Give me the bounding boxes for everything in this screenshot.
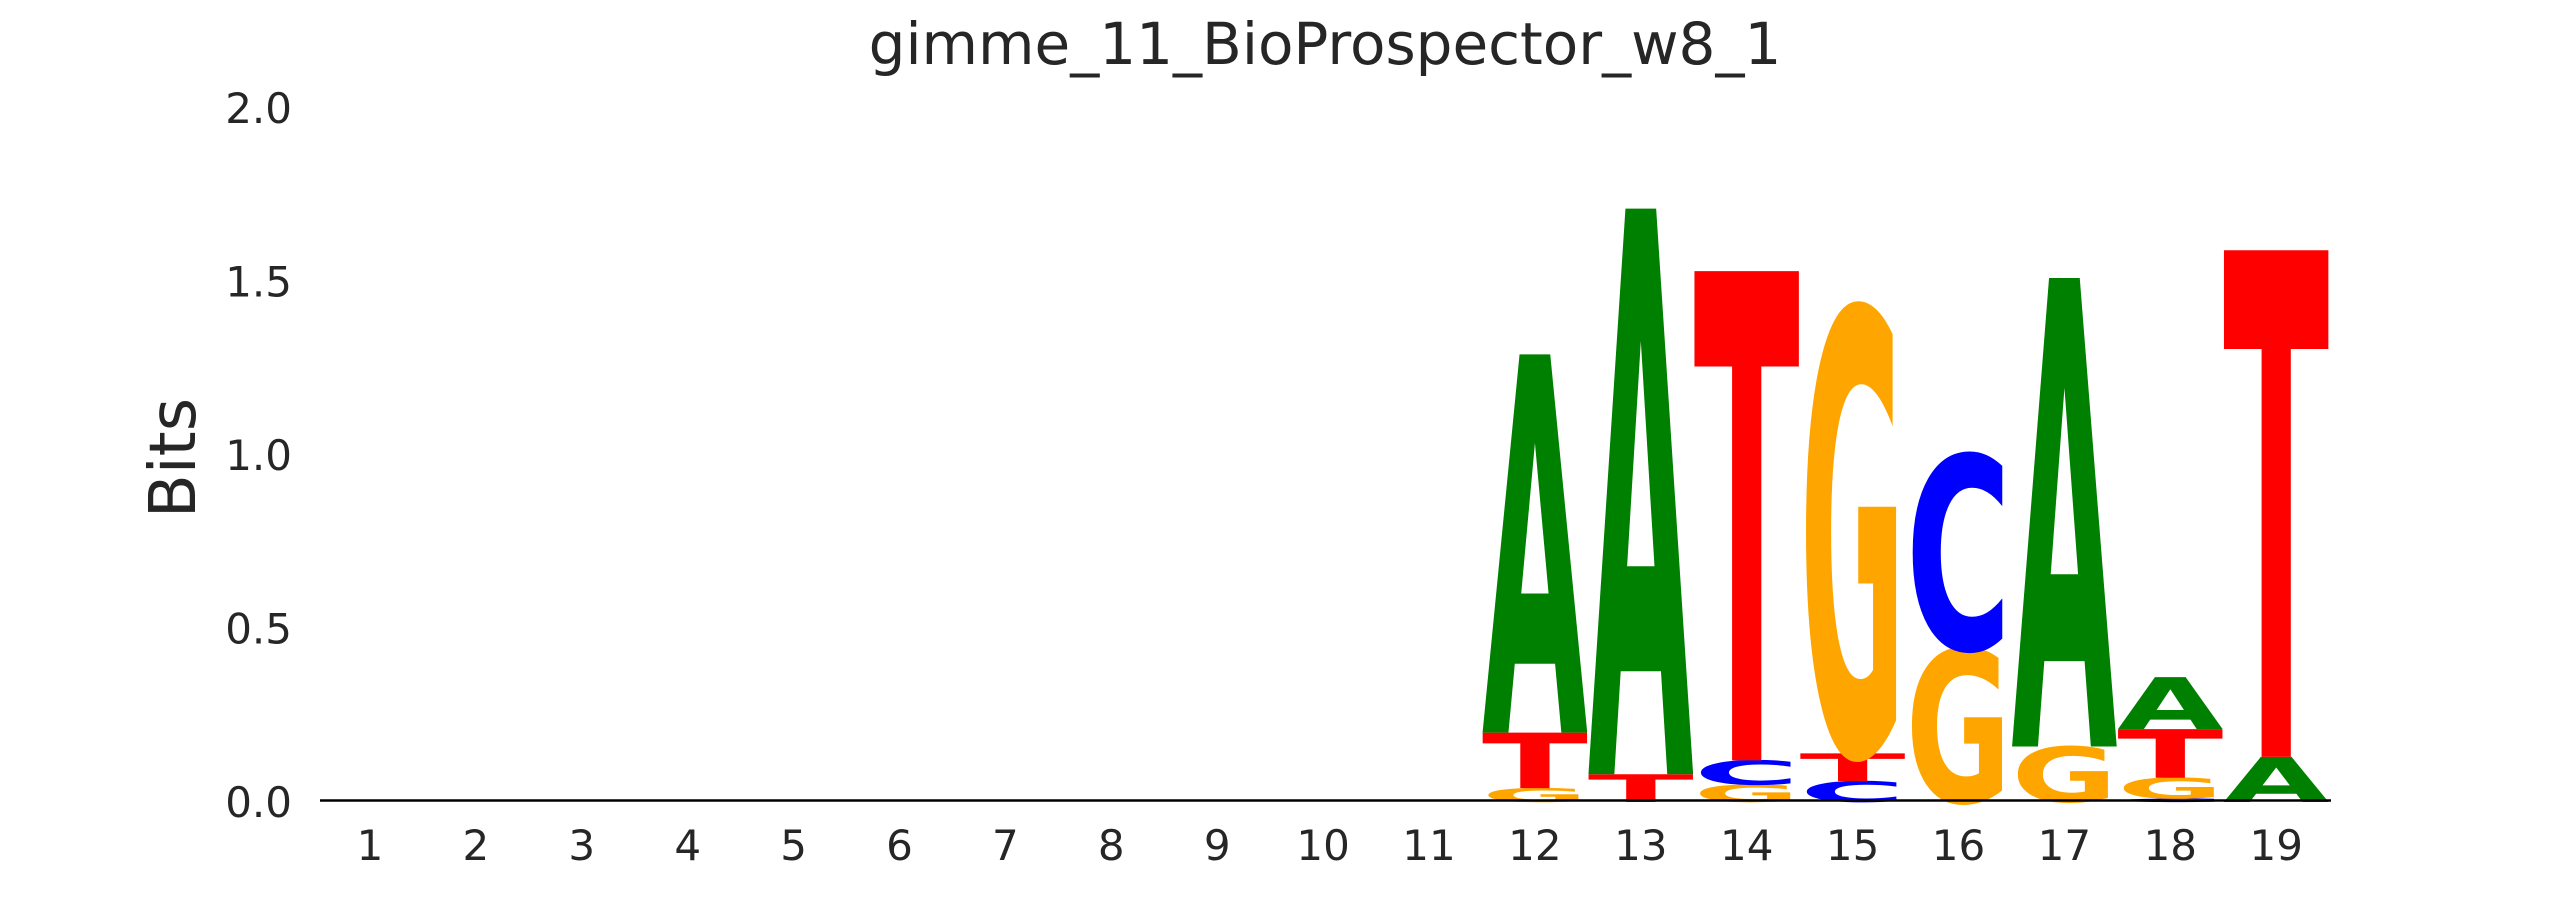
chart-title: gimme_11_BioProspector_w8_1 (869, 10, 1782, 78)
logo-letter-T-pos12: T (1482, 717, 1589, 806)
y-tick-label-1.0: 1.0 (225, 431, 292, 480)
logo-letter-C-pos14: C (1694, 754, 1800, 793)
logo-letter-T-pos15: T (1800, 746, 1907, 790)
x-tick-label-19: 19 (2249, 821, 2302, 870)
x-tick-label-4: 4 (674, 821, 701, 870)
logo-letter-A-pos18: A (2117, 663, 2223, 746)
y-tick-label-2.0: 2.0 (225, 84, 292, 133)
x-tick-label-2: 2 (463, 821, 490, 870)
y-tick-label-0.5: 0.5 (225, 605, 292, 654)
x-tick-label-3: 3 (568, 821, 595, 870)
logo-letter-G-pos14: G (1694, 780, 1800, 808)
x-tick-label-7: 7 (992, 821, 1019, 870)
logo-letter-C-pos15: C (1800, 776, 1906, 809)
logo-letter-T-pos18: T (2117, 717, 2223, 795)
x-tick-label-17: 17 (2038, 821, 2091, 870)
x-tick-label-15: 15 (1826, 821, 1879, 870)
x-tick-label-13: 13 (1614, 821, 1667, 870)
x-tick-label-8: 8 (1098, 821, 1125, 870)
x-tick-label-1: 1 (357, 821, 384, 870)
y-tick-label-1.5: 1.5 (225, 258, 292, 307)
x-tick-label-6: 6 (886, 821, 913, 870)
y-axis-tick-labels: 0.0 0.5 1.0 1.5 2.0 (225, 84, 292, 827)
y-tick-label-0.0: 0.0 (225, 778, 292, 827)
x-tick-label-11: 11 (1402, 821, 1455, 870)
logo-letter-A-pos13: A (1588, 56, 1695, 900)
logo-letter-G-pos15: G (1800, 188, 1906, 897)
logo-letter-A-pos19: A (2223, 745, 2329, 817)
logo-letter-T-pos14: T (1694, 139, 1801, 900)
logo-letter-A-pos12: A (1482, 252, 1589, 856)
x-tick-label-14: 14 (1720, 821, 1773, 870)
logo-letter-stacks: GTATAGCTCTGGCGACGTAAT (1482, 56, 2330, 904)
x-tick-label-12: 12 (1508, 821, 1561, 870)
x-tick-label-10: 10 (1296, 821, 1349, 870)
logo-letter-C-pos16: C (1906, 403, 2012, 713)
logo-letter-G-pos17: G (2011, 731, 2117, 820)
x-tick-label-16: 16 (1932, 821, 1985, 870)
x-tick-label-18: 18 (2144, 821, 2197, 870)
logo-letter-T-pos13: T (1588, 767, 1695, 811)
y-axis-label: Bits (137, 398, 211, 518)
x-tick-label-5: 5 (780, 821, 807, 870)
x-tick-label-9: 9 (1204, 821, 1231, 870)
logo-letter-A-pos17: A (2011, 151, 2118, 899)
logo-letter-T-pos19: T (2223, 113, 2330, 900)
logo-letter-G-pos16: G (1906, 608, 2012, 852)
x-axis-tick-labels: 1 2 3 4 5 6 7 8 9 10 11 12 13 14 15 16 17 18 19 (357, 821, 2303, 870)
